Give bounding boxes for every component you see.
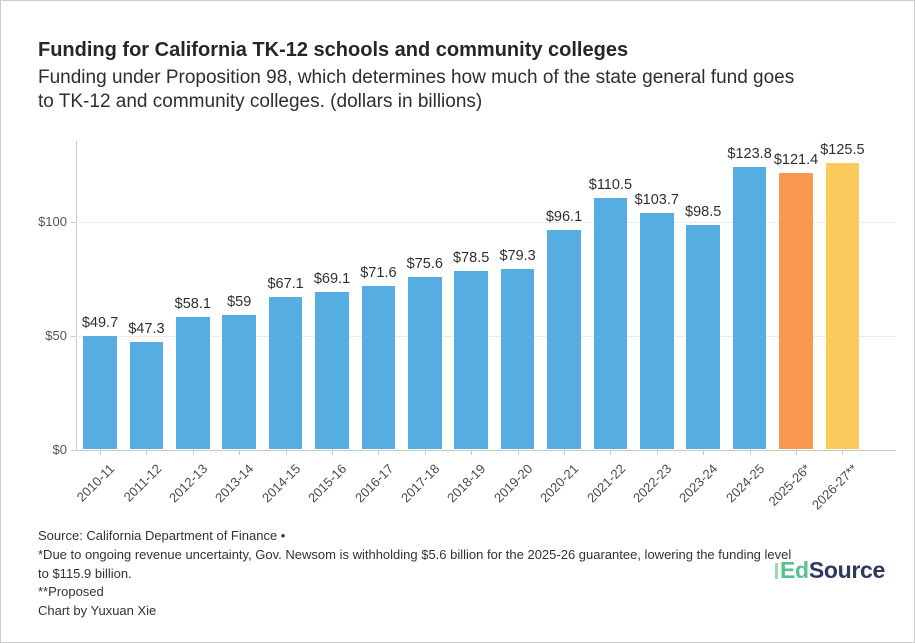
y-axis-label: $0 [52, 441, 67, 457]
x-axis-tick [100, 450, 101, 455]
bar-value-label: $103.7 [634, 192, 679, 209]
bar-value-label: $78.5 [453, 249, 490, 266]
x-axis-label: 2026-27** [808, 461, 861, 513]
chart-subtitle: Funding under Proposition 98, which dete… [38, 66, 794, 114]
x-axis-tick [656, 450, 658, 455]
source-note: Source: California Department of Finance… [38, 528, 286, 543]
bar-2024-25 [732, 167, 767, 450]
x-axis-tick [610, 450, 612, 455]
bar-value-label: $67.1 [267, 275, 304, 292]
x-axis-label: 2010-11 [73, 461, 118, 505]
x-axis-tick [285, 450, 287, 455]
bar-value-label: $75.6 [406, 256, 443, 273]
x-axis-tick [239, 450, 241, 455]
bar-2015-16 [315, 291, 349, 450]
bar-2011-12 [129, 341, 164, 450]
x-axis-label: 2021-22 [583, 461, 629, 506]
bar-2018-19 [454, 270, 488, 450]
x-axis-label: 2018-19 [444, 461, 489, 506]
withholding-footnote: *Due to ongoing revenue uncertainty, Gov… [38, 546, 792, 581]
bar-2014-15 [268, 296, 303, 450]
x-axis-tick [564, 450, 565, 455]
y-axis-label: $100 [38, 213, 67, 229]
bar-2016-17 [361, 286, 396, 450]
bar-2019-20 [500, 268, 535, 450]
bar-2012-13 [176, 317, 210, 450]
bar-value-label: $110.5 [588, 176, 633, 193]
bar-value-label: $49.7 [81, 315, 119, 332]
bar-value-label: $98.5 [685, 203, 722, 220]
y-axis-tick [71, 449, 76, 451]
bar-value-label: $69.1 [313, 270, 351, 287]
x-axis-tick [471, 450, 473, 455]
bar-2020-21 [547, 230, 581, 450]
x-axis-tick [332, 450, 333, 455]
bar-value-label: $47.3 [128, 320, 165, 337]
edsource-logo-bar-icon [775, 562, 779, 579]
x-axis-tick [146, 450, 148, 455]
bar-value-label: $96.1 [545, 209, 583, 226]
chart-footer: Source: California Department of Finance… [38, 527, 798, 621]
x-axis-tick [703, 450, 705, 455]
bar-2022-23 [640, 213, 674, 450]
bar-2021-22 [593, 197, 628, 450]
x-axis-label: 2022-23 [630, 461, 675, 506]
x-axis-label: 2019-20 [490, 461, 536, 506]
x-axis-label: 2017-18 [398, 461, 443, 506]
bar-value-label: $59 [227, 293, 252, 310]
x-axis-label: 2024-25 [722, 461, 768, 506]
x-axis-tick [749, 450, 751, 455]
x-axis-label: 2014-15 [258, 461, 304, 506]
edsource-logo: Ed Source [775, 557, 885, 584]
bar-2013-14 [222, 314, 256, 450]
edsource-logo-ed: Ed [780, 557, 809, 583]
chart-title: Funding for California TK-12 schools and… [38, 39, 629, 61]
bar-value-label: $125.5 [820, 142, 865, 159]
x-axis-label: 2020-21 [537, 461, 582, 506]
x-axis-label: 2025-26* [765, 461, 814, 509]
y-axis-label: $50 [45, 327, 67, 343]
x-axis-tick [192, 450, 194, 455]
bar-2023-24 [686, 224, 720, 450]
chart-subtitle-line-2: to TK-12 and community colleges. (dollar… [38, 91, 483, 112]
x-axis-tick [842, 450, 844, 455]
chart-subtitle-line-1: Funding under Proposition 98, which dete… [38, 67, 795, 88]
y-axis-line [76, 141, 77, 450]
x-axis-tick [796, 450, 797, 455]
bar-value-label: $71.6 [360, 265, 397, 282]
x-axis-label: 2011-12 [120, 461, 165, 505]
gridline [76, 221, 896, 223]
x-axis-label: 2015-16 [305, 461, 350, 506]
x-axis-label: 2012-13 [166, 461, 211, 506]
bar-2025-26* [779, 172, 813, 450]
x-axis-baseline [76, 449, 896, 451]
bar-2017-18 [408, 277, 442, 450]
bar-2010-11 [83, 336, 117, 450]
bar-value-label: $121.4 [773, 151, 819, 168]
bar-value-label: $123.8 [727, 146, 772, 163]
x-axis-tick [378, 450, 380, 455]
x-axis-tick [517, 450, 519, 455]
x-axis-tick [424, 450, 426, 455]
proposed-footnote: **Proposed [38, 584, 104, 600]
y-axis-tick [71, 335, 76, 337]
bar-value-label: $79.3 [499, 247, 536, 264]
y-axis-tick [71, 221, 76, 223]
x-axis-label: 2013-14 [212, 461, 257, 506]
edsource-logo-source: Source [808, 557, 885, 583]
x-axis-label: 2016-17 [351, 461, 397, 506]
chart-credit: Chart by Yuxuan Xie [38, 603, 157, 619]
bar-value-label: $58.1 [174, 296, 211, 313]
bar-2026-27** [825, 163, 860, 450]
x-axis-label: 2023-24 [676, 461, 721, 506]
bar-chart-plot-area: $0 $50 $100 $49.7 2010-11 $47.3 2011-12 $58.1 20… [1, 141, 914, 536]
